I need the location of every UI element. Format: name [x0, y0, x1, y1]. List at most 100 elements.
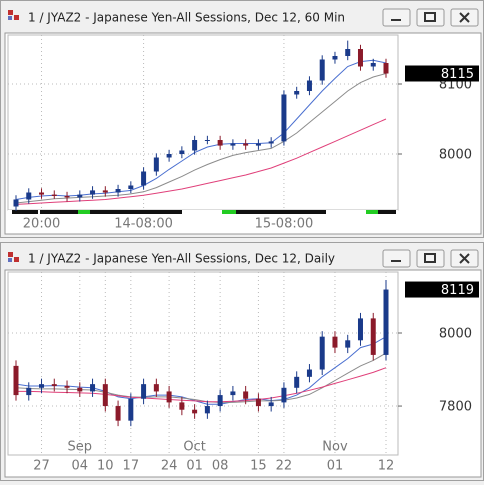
window-title: 1 / JYAZ2 - Japanese Yen-All Sessions, D…	[28, 11, 345, 25]
x-tick-label: 12	[378, 459, 395, 474]
candle-body	[281, 94, 287, 142]
month-label: Nov	[322, 440, 348, 455]
candle-body	[90, 384, 96, 392]
candle-body	[26, 387, 32, 396]
last-price-label: 8119	[441, 283, 474, 298]
candle-body	[102, 384, 108, 407]
candle-body	[77, 387, 83, 392]
window-buttons[interactable]	[382, 249, 479, 268]
x-tick-label: 27	[33, 459, 50, 474]
candle-body	[153, 157, 159, 172]
x-tick-label: 14-08:00	[114, 217, 173, 232]
candle-body	[13, 199, 19, 207]
candle-body	[141, 171, 147, 186]
moving-average-line	[15, 118, 387, 205]
candle-body	[64, 385, 70, 388]
candle-body	[217, 395, 223, 407]
last-price-box	[405, 281, 479, 298]
candle-body	[141, 384, 147, 399]
app-icon	[8, 252, 19, 262]
candle-body	[115, 406, 121, 421]
candle-body	[255, 398, 261, 407]
candle-body	[115, 189, 121, 193]
last-price-label: 8115	[441, 67, 474, 82]
candle-body	[230, 391, 236, 396]
x-tick-label: 15-08:00	[255, 217, 314, 232]
candle-body	[332, 56, 338, 60]
candle-body	[383, 63, 389, 74]
candle-body	[243, 391, 249, 399]
chart-window: 1 / JYAZ2 - Japanese Yen-All Sessions, D…	[0, 242, 484, 481]
candle-body	[281, 387, 287, 403]
candle-body	[383, 289, 389, 355]
candle-body	[345, 49, 351, 56]
window-title: 1 / JYAZ2 - Japanese Yen-All Sessions, D…	[28, 252, 335, 266]
candle-body	[204, 140, 210, 141]
plot-area	[7, 271, 399, 456]
candle-body	[166, 391, 172, 403]
candle-body	[26, 192, 32, 200]
x-tick-label: 01	[186, 459, 203, 474]
candle-body	[268, 402, 274, 407]
candle-body	[51, 194, 57, 196]
x-tick-label: 01	[327, 459, 344, 474]
x-tick-label: 04	[72, 459, 89, 474]
app-icon	[8, 10, 19, 20]
candle-body	[51, 384, 57, 386]
x-tick-label: 10	[97, 459, 114, 474]
y-tick-label: 8000	[439, 327, 472, 342]
candle-body	[294, 91, 300, 95]
chart-window: 1 / JYAZ2 - Japanese Yen-All Sessions, D…	[0, 0, 484, 238]
moving-average-line	[15, 336, 387, 405]
candle-body	[332, 336, 338, 348]
y-tick-label: 7800	[439, 400, 472, 415]
candle-body	[306, 80, 312, 91]
moving-average-line	[15, 73, 387, 204]
candle-body	[204, 406, 210, 414]
candle-body	[128, 185, 134, 189]
candle-body	[268, 141, 274, 144]
candle-body	[39, 384, 45, 388]
candle-body	[153, 384, 159, 392]
plot-area	[7, 34, 399, 211]
candle-body	[357, 49, 363, 67]
x-tick-label: 08	[212, 459, 229, 474]
chart: 1 / JYAZ2 - Japanese Yen-All Sessions, D…	[0, 0, 484, 238]
candle-body	[230, 143, 236, 146]
candle-body	[179, 150, 185, 154]
candle-body	[192, 409, 198, 414]
candle-body	[319, 59, 325, 81]
x-tick-label: 20:00	[23, 217, 60, 232]
candle-body	[128, 398, 134, 421]
candle-body	[179, 402, 185, 410]
candle-body	[294, 376, 300, 388]
candle-body	[90, 190, 96, 195]
x-tick-label: 22	[276, 459, 293, 474]
candle-body	[166, 154, 172, 158]
candle-body	[192, 140, 198, 151]
chart: 1 / JYAZ2 - Japanese Yen-All Sessions, D…	[0, 242, 484, 481]
x-tick-label: 24	[161, 459, 178, 474]
candle-body	[306, 369, 312, 377]
month-label: Oct	[183, 440, 205, 455]
last-price-box	[405, 65, 479, 82]
candle-body	[345, 340, 351, 348]
session-strip	[8, 210, 398, 215]
candle-body	[77, 194, 83, 198]
x-tick-label: 17	[123, 459, 140, 474]
candle-body	[102, 190, 108, 193]
y-tick-label: 8000	[439, 148, 472, 163]
candle-body	[217, 140, 223, 146]
window-buttons[interactable]	[382, 8, 479, 27]
candle-body	[357, 318, 363, 341]
candle-body	[64, 196, 70, 198]
candle-body	[39, 192, 45, 195]
candle-body	[243, 143, 249, 146]
moving-average-line	[16, 367, 387, 403]
x-tick-label: 15	[250, 459, 267, 474]
candle-body	[319, 336, 325, 370]
candle-body	[370, 63, 376, 67]
candle-body	[255, 143, 261, 146]
month-label: Sep	[68, 440, 93, 455]
